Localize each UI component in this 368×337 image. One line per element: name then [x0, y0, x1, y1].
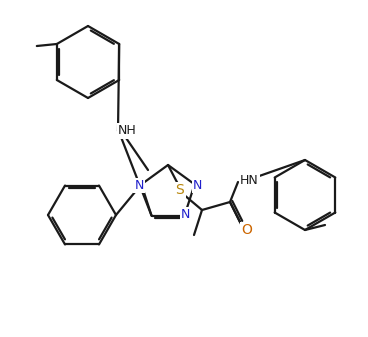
- Text: HN: HN: [240, 174, 259, 186]
- Text: NH: NH: [118, 124, 137, 137]
- Text: N: N: [193, 179, 202, 192]
- Text: N: N: [135, 179, 144, 192]
- Text: O: O: [241, 223, 252, 237]
- Text: S: S: [176, 183, 184, 197]
- Text: N: N: [181, 208, 190, 221]
